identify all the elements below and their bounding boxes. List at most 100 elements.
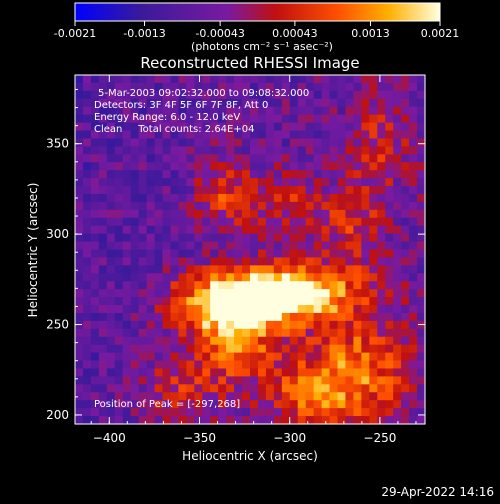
heatmap-cell	[106, 408, 116, 417]
heatmap-cell	[82, 241, 92, 251]
heatmap-cell	[273, 178, 283, 187]
heatmap-cell	[226, 209, 235, 219]
heatmap-cell	[265, 98, 275, 108]
heatmap-cell	[377, 146, 386, 155]
heatmap-cell	[90, 289, 100, 298]
heatmap-cell	[353, 400, 362, 409]
heatmap-cell	[385, 273, 394, 282]
heatmap-cell	[377, 162, 386, 171]
heatmap-cell	[82, 162, 92, 171]
heatmap-cell	[401, 122, 410, 132]
heatmap-cell	[401, 178, 410, 187]
heatmap-cell	[361, 225, 370, 235]
heatmap-cell	[250, 312, 259, 322]
heatmap-cell	[361, 257, 370, 266]
heatmap-cell	[202, 297, 211, 306]
heatmap-cell	[377, 368, 386, 378]
heatmap-cell	[297, 98, 307, 108]
heatmap-cell	[385, 82, 394, 92]
heatmap-cell	[218, 328, 227, 338]
heatmap-cell	[313, 130, 323, 140]
heatmap-cell	[90, 416, 100, 425]
heatmap-cell	[82, 98, 92, 108]
heatmap-cell	[393, 392, 402, 401]
heatmap-cell	[393, 154, 402, 163]
heatmap-cell	[98, 154, 108, 163]
heatmap-cell	[210, 265, 219, 274]
heatmap-cell	[106, 178, 116, 187]
heatmap-cell	[186, 170, 195, 179]
heatmap-cell	[321, 344, 331, 354]
heatmap-cell	[242, 336, 251, 346]
heatmap-cell	[345, 138, 355, 147]
heatmap-cell	[226, 336, 235, 346]
heatmap-cell	[385, 154, 394, 163]
heatmap-cell	[313, 209, 323, 219]
heatmap-cell	[226, 114, 235, 124]
heatmap-cell	[202, 201, 211, 211]
heatmap-cell	[98, 249, 108, 259]
heatmap-cell	[329, 75, 339, 84]
heatmap-cell	[337, 154, 347, 163]
heatmap-cell	[210, 305, 219, 314]
heatmap-cell	[234, 90, 243, 100]
heatmap-cell	[210, 328, 219, 338]
heatmap-cell	[186, 328, 195, 338]
heatmap-cell	[162, 241, 172, 251]
heatmap-cell	[361, 392, 370, 401]
heatmap-cell	[154, 273, 164, 282]
heatmap-cell	[226, 265, 235, 274]
heatmap-cell	[353, 225, 362, 235]
heatmap-cell	[82, 138, 92, 147]
heatmap-cell	[210, 289, 219, 298]
heatmap-cell	[98, 360, 108, 370]
heatmap-cell	[170, 154, 180, 163]
heatmap-cell	[257, 114, 267, 124]
heatmap-cell	[393, 408, 402, 417]
heatmap-cell	[98, 257, 108, 266]
heatmap-cell	[289, 312, 299, 322]
heatmap-cell	[146, 328, 156, 338]
heatmap-cell	[353, 201, 362, 211]
heatmap-cell	[98, 368, 108, 378]
heatmap-cell	[273, 360, 283, 370]
heatmap-cell	[289, 75, 299, 84]
heatmap-cell	[170, 209, 180, 219]
heatmap-cell	[90, 193, 100, 203]
heatmap-cell	[114, 162, 124, 171]
heatmap-cell	[281, 281, 291, 290]
heatmap-cell	[257, 233, 267, 243]
heatmap-cell	[106, 305, 116, 314]
plot-frame	[74, 74, 426, 425]
heatmap-cell	[250, 186, 259, 195]
heatmap-cell	[369, 265, 378, 274]
heatmap-cell	[257, 408, 267, 417]
heatmap-cell	[329, 217, 339, 227]
heatmap-cell	[186, 312, 195, 322]
heatmap-cell	[409, 320, 418, 330]
heatmap-cell	[289, 98, 299, 108]
heatmap-cell	[353, 217, 362, 227]
heatmap-cell	[82, 82, 92, 92]
heatmap-cell	[345, 209, 355, 219]
heatmap-cell	[385, 170, 394, 179]
heatmap-cell	[90, 344, 100, 354]
heatmap-cell	[138, 186, 148, 195]
heatmap-cell	[162, 106, 172, 116]
heatmap-cell	[162, 312, 172, 322]
heatmap-cell	[146, 416, 156, 425]
heatmap-cell	[90, 392, 100, 401]
heatmap-cell	[321, 82, 331, 92]
heatmap-cell	[98, 392, 108, 401]
heatmap-cell	[90, 384, 100, 393]
heatmap-cell	[210, 130, 219, 140]
heatmap-cell	[162, 209, 172, 219]
heatmap-cell	[265, 225, 275, 235]
heatmap-cell	[82, 178, 92, 187]
heatmap-cell	[122, 273, 132, 282]
heatmap-cell	[234, 75, 243, 84]
heatmap-cell	[210, 122, 219, 132]
heatmap-cell	[401, 209, 410, 219]
heatmap-cell	[321, 106, 331, 116]
heatmap-cell	[154, 90, 164, 100]
